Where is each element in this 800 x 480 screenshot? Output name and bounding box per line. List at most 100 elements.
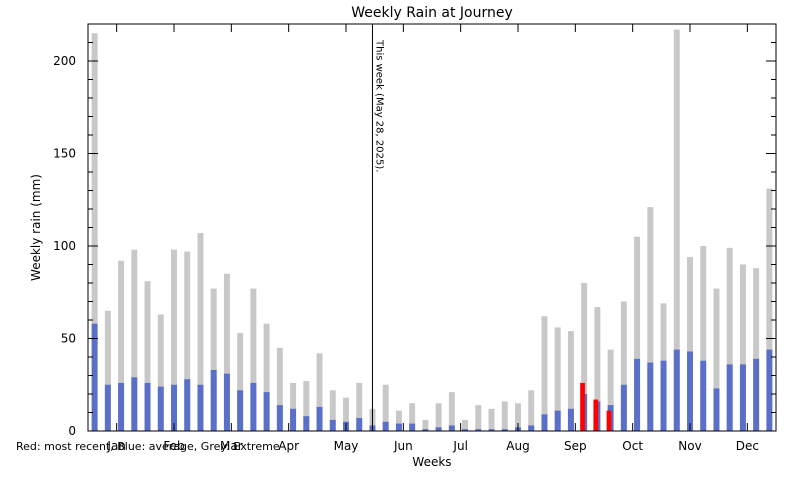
average-bar — [157, 386, 164, 431]
average-bar — [448, 425, 455, 431]
extreme-bar — [687, 257, 693, 431]
extreme-bar — [395, 410, 402, 431]
extreme-bar — [197, 233, 204, 431]
axes-layer: 0 50 100 150 200 Jan Feb Mar Apr May Jun Jul Aug Sep O… — [53, 23, 777, 453]
average-bar — [422, 429, 429, 431]
extreme-bar — [91, 33, 98, 431]
average-bar — [753, 358, 760, 431]
x-tick-label: Dec — [736, 439, 759, 453]
extreme-bar — [673, 29, 680, 432]
x-tick-label: Feb — [163, 439, 184, 453]
average-bar — [290, 408, 297, 431]
x-tick-label: Oct — [622, 439, 643, 453]
average-bar — [541, 414, 548, 431]
extreme-bar — [210, 288, 217, 431]
x-tick-label: Jul — [452, 439, 467, 453]
extreme-bar — [634, 236, 641, 431]
extreme-bar — [647, 207, 654, 431]
average-bar — [488, 429, 495, 431]
average-bar — [462, 429, 469, 431]
average-bar — [210, 369, 217, 431]
average-bar — [395, 423, 402, 431]
average-bar — [409, 423, 416, 431]
x-tick-label: Jan — [106, 439, 126, 453]
x-tick-label: May — [334, 439, 359, 453]
extreme-bar — [713, 288, 720, 431]
extreme-bar — [435, 403, 442, 431]
extreme-bar — [171, 249, 177, 431]
extreme-bar — [263, 323, 270, 431]
extreme-bar — [462, 419, 469, 431]
y-tick-label: 150 — [53, 147, 76, 161]
extreme-bar — [475, 405, 482, 431]
extreme-bar — [409, 403, 416, 431]
y-tick-label: 0 — [68, 424, 76, 438]
extreme-bar — [329, 390, 336, 431]
extreme-bar — [554, 327, 561, 431]
x-tick-label: Aug — [506, 439, 529, 453]
average-bar — [223, 373, 230, 431]
extreme-bar — [144, 281, 151, 431]
x-tick-label: Jun — [393, 439, 413, 453]
x-axis-label: Weeks — [412, 455, 451, 469]
average-bar — [528, 425, 535, 431]
extreme-bar — [104, 310, 111, 431]
chart-title: Weekly Rain at Journey — [351, 5, 513, 21]
extreme-bar — [343, 397, 349, 431]
extreme-bar — [581, 283, 588, 431]
average-bar — [276, 405, 283, 431]
extreme-bar — [620, 301, 627, 431]
extreme-bar — [753, 268, 760, 431]
average-bar — [303, 416, 310, 431]
extreme-bar — [131, 249, 138, 431]
y-tick-label: 100 — [53, 239, 76, 253]
extreme-bar — [488, 408, 495, 431]
extreme-bar — [290, 382, 297, 431]
extreme-bar — [303, 381, 310, 431]
extreme-bar — [422, 419, 429, 431]
average-bar — [554, 410, 561, 431]
extreme-bar — [237, 332, 244, 431]
average-bar — [104, 384, 111, 431]
recent-bar — [580, 382, 585, 431]
average-bar — [713, 388, 720, 431]
extreme-bar — [515, 403, 521, 431]
bars-layer — [91, 29, 773, 432]
average-bar — [263, 392, 270, 431]
extreme-bar — [541, 316, 548, 431]
y-tick-label: 50 — [61, 332, 76, 346]
extreme-bar — [567, 331, 574, 431]
average-bar — [118, 382, 125, 431]
x-tick-label: Mar — [220, 439, 243, 453]
average-bar — [329, 419, 336, 431]
extreme-bar — [726, 247, 733, 431]
average-bar — [620, 384, 627, 431]
average-bar — [197, 384, 204, 431]
extreme-bar — [739, 264, 746, 431]
extreme-bar — [501, 401, 508, 431]
average-bar — [356, 418, 363, 431]
average-bar — [700, 360, 707, 431]
x-tick-label: Apr — [278, 439, 299, 453]
extreme-bar — [607, 349, 614, 431]
extreme-bar — [223, 273, 230, 431]
legend-text: Red: most recent, Blue: average, Grey: E… — [16, 440, 280, 453]
average-bar — [673, 349, 680, 431]
average-bar — [766, 349, 773, 431]
extreme-bar — [118, 260, 125, 431]
extreme-bar — [157, 314, 164, 431]
average-bar — [647, 362, 654, 431]
x-tick-label: Nov — [678, 439, 701, 453]
average-bar — [567, 408, 574, 431]
y-tick-label: 200 — [53, 54, 76, 68]
extreme-bar — [766, 188, 773, 431]
recent-bar — [606, 410, 612, 431]
average-bar — [726, 364, 733, 431]
average-bar — [237, 390, 244, 431]
average-bar — [660, 360, 667, 431]
labels-layer: Weekly Rain at Journey Weeks Weekly rain… — [16, 5, 513, 469]
extreme-bar — [594, 307, 601, 431]
extreme-bar — [356, 382, 363, 431]
average-bar — [739, 364, 746, 431]
